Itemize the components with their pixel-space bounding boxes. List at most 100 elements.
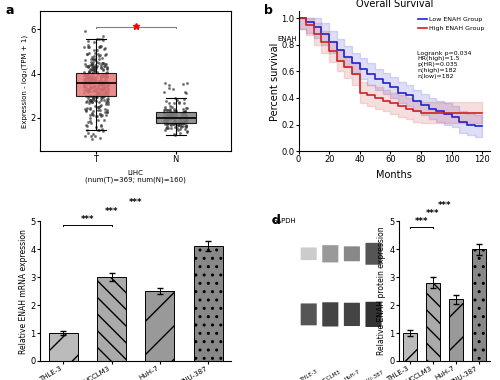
Point <box>100 86 108 92</box>
Point <box>84 86 92 92</box>
Point <box>84 76 92 82</box>
Point <box>92 63 100 69</box>
Point <box>90 66 98 72</box>
Point <box>181 119 189 125</box>
Point <box>180 119 188 125</box>
Point <box>82 108 90 114</box>
Point <box>86 105 94 111</box>
Point <box>182 117 190 123</box>
Point <box>102 75 110 81</box>
Low ENAH Group <box>342 54 347 59</box>
Point <box>96 44 104 50</box>
Point <box>102 61 110 67</box>
Point <box>88 75 96 81</box>
Point <box>88 75 96 81</box>
Text: ***: *** <box>105 207 118 216</box>
Point <box>161 104 169 110</box>
Low ENAH Group <box>326 40 332 44</box>
Point <box>100 73 108 79</box>
High ENAH Group <box>395 104 401 108</box>
Point <box>176 114 184 120</box>
Point <box>88 61 96 67</box>
Point <box>100 92 108 98</box>
Point <box>160 89 168 95</box>
Point <box>100 84 108 90</box>
High ENAH Group <box>318 40 324 44</box>
Point <box>90 88 98 94</box>
Point <box>84 119 92 125</box>
Point <box>104 82 112 88</box>
Point <box>86 85 94 91</box>
Point <box>83 87 91 93</box>
Point <box>89 56 97 62</box>
Point <box>94 104 102 110</box>
High ENAH Group <box>480 110 486 115</box>
Point <box>90 80 98 86</box>
Point <box>178 112 186 119</box>
Low ENAH Group <box>349 61 355 66</box>
Point <box>94 80 102 86</box>
Point <box>80 71 88 77</box>
Point <box>91 55 99 62</box>
Point <box>180 81 188 87</box>
Point <box>80 73 88 79</box>
Point <box>165 82 173 88</box>
Point <box>90 64 98 70</box>
FancyBboxPatch shape <box>300 247 316 260</box>
Point <box>89 93 97 99</box>
Point <box>82 51 90 57</box>
Point <box>102 90 110 97</box>
Point <box>94 71 102 77</box>
Point <box>101 89 109 95</box>
Point <box>162 118 170 124</box>
Point <box>96 43 104 49</box>
Point <box>86 97 94 103</box>
Point <box>181 112 189 119</box>
Point <box>183 129 191 135</box>
Point <box>95 36 103 42</box>
Point <box>104 97 112 103</box>
Point <box>176 110 184 116</box>
Point <box>178 120 186 127</box>
Title: Overall Survival: Overall Survival <box>356 0 433 9</box>
Point <box>90 47 98 53</box>
Point <box>96 91 104 97</box>
Point <box>88 133 96 139</box>
Point <box>166 122 174 128</box>
Point <box>164 115 172 121</box>
Point <box>88 84 96 90</box>
Point <box>163 108 171 114</box>
Point <box>182 124 190 130</box>
Point <box>102 74 110 80</box>
Point <box>97 123 105 129</box>
Point <box>88 62 96 68</box>
Point <box>94 104 102 110</box>
Point <box>182 105 190 111</box>
Point <box>182 123 190 129</box>
Point <box>102 90 110 97</box>
Low ENAH Group <box>472 124 478 128</box>
Point <box>166 113 174 119</box>
Point <box>181 109 189 116</box>
Text: SNU-387: SNU-387 <box>362 369 385 380</box>
Point <box>180 97 188 103</box>
Point <box>80 44 88 51</box>
Point <box>88 67 96 73</box>
Point <box>83 51 91 57</box>
Point <box>86 92 94 98</box>
High ENAH Group <box>349 72 355 76</box>
Point <box>96 78 104 84</box>
Point <box>80 84 88 90</box>
Point <box>82 93 90 100</box>
Point <box>172 132 179 138</box>
Point <box>184 114 192 120</box>
Point <box>84 89 92 95</box>
Point <box>172 95 179 101</box>
Point <box>88 75 96 81</box>
Y-axis label: Expression - log₂(TPM + 1): Expression - log₂(TPM + 1) <box>21 35 28 128</box>
FancyBboxPatch shape <box>300 304 316 325</box>
Point <box>89 59 97 65</box>
Point <box>162 98 170 104</box>
Point <box>160 109 168 115</box>
Point <box>160 114 168 120</box>
